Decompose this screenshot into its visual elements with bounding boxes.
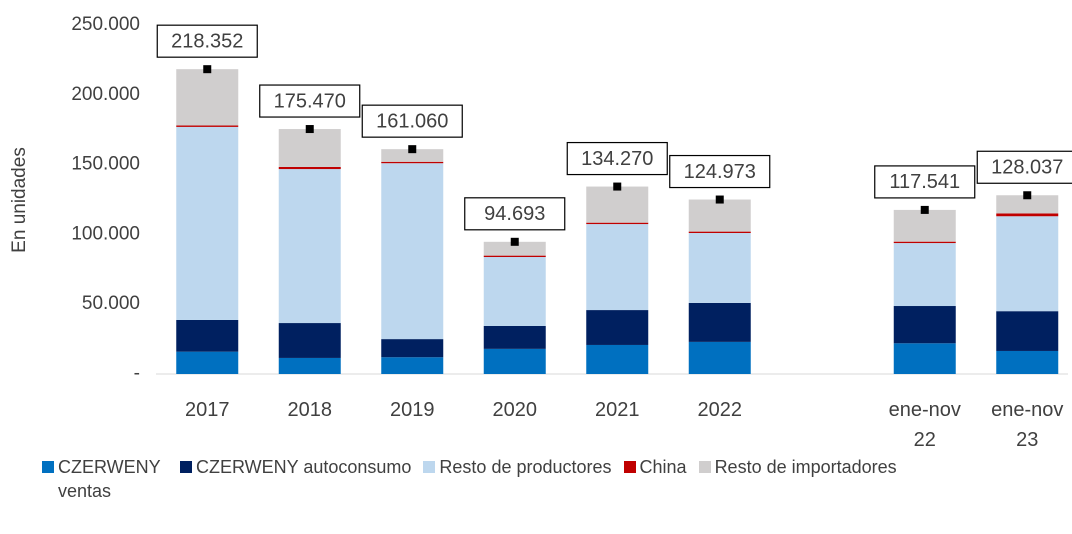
bar-segment <box>483 255 546 258</box>
legend-label: CZERWENY ventas <box>58 457 161 501</box>
legend-label: Resto de importadores <box>714 457 897 477</box>
bar-segment <box>381 339 444 358</box>
bar-segment <box>893 306 956 344</box>
total-marker <box>613 182 622 191</box>
y-tick-label: 200.000 <box>71 84 140 105</box>
bar-segment <box>381 149 444 162</box>
legend-label: Resto de productores <box>439 457 612 477</box>
bar-segment <box>688 199 751 232</box>
bar-segment <box>176 351 239 374</box>
bar-segment <box>586 222 649 225</box>
bar-segment <box>996 350 1059 374</box>
bar-segment <box>688 302 751 342</box>
total-label-box <box>669 154 771 189</box>
total-marker <box>715 195 724 204</box>
legend-swatch <box>698 461 711 473</box>
x-tick-label: 2022 <box>697 399 743 421</box>
bar-segment <box>688 341 751 374</box>
total-label-box <box>874 165 976 199</box>
bar-segment <box>278 169 341 324</box>
legend-swatch <box>623 461 636 473</box>
x-tick-label: 2020 <box>492 399 538 421</box>
bar-segment <box>586 310 649 345</box>
legend-swatch <box>423 461 436 473</box>
bar-segment <box>176 125 239 127</box>
legend: CZERWENY ventas CZERWENY autoconsumo Resto… <box>42 455 1062 503</box>
legend-item: Resto de productores <box>423 455 612 479</box>
bar-segment <box>176 126 239 320</box>
legend-item: China <box>623 455 687 479</box>
total-label: 161.060 <box>376 110 448 132</box>
bar-segment <box>176 69 239 126</box>
bar-segment <box>381 161 444 164</box>
total-label: 128.037 <box>991 157 1063 179</box>
y-tick-label: 250.000 <box>71 14 140 35</box>
x-tick-label: ene-nov 22 <box>888 399 961 451</box>
total-marker <box>1023 191 1032 200</box>
bar-segment <box>381 357 444 374</box>
bar-segment <box>381 163 444 340</box>
total-marker <box>203 65 212 74</box>
total-label-box <box>566 141 668 176</box>
bar-segment <box>278 357 341 374</box>
y-axis-title: En unidades <box>9 147 30 253</box>
legend-item: CZERWENY autoconsumo <box>180 455 411 479</box>
bar-segment <box>278 166 341 170</box>
y-tick-label: - <box>134 363 140 384</box>
legend-label: CZERWENY autoconsumo <box>196 457 412 477</box>
total-label-box <box>156 24 258 58</box>
x-tick-label: ene-nov 23 <box>991 399 1064 451</box>
total-label: 175.470 <box>274 90 346 112</box>
x-tick-label: 2019 <box>390 399 435 421</box>
total-marker <box>408 145 417 154</box>
bar-segment <box>586 224 649 311</box>
bar-segment <box>688 231 751 234</box>
bar-segment <box>586 344 649 374</box>
bar-segment <box>996 216 1059 312</box>
total-label: 117.541 <box>889 171 960 193</box>
total-label-box <box>976 150 1072 184</box>
bar-segment <box>278 129 341 167</box>
total-label-box <box>259 84 361 118</box>
bar-segment <box>278 323 341 358</box>
y-tick-label: 150.000 <box>71 154 140 175</box>
legend-item: CZERWENY ventas <box>42 455 168 503</box>
bar-segment <box>893 243 956 307</box>
bar-segment <box>893 343 956 374</box>
y-tick-label: 100.000 <box>71 223 140 244</box>
total-marker <box>510 237 519 246</box>
bar-segment <box>996 213 1059 217</box>
y-tick-label: 50.000 <box>82 293 140 314</box>
total-label-box <box>464 197 566 231</box>
legend-swatch <box>180 461 192 473</box>
total-marker <box>920 205 929 214</box>
legend-item: Resto de importadores <box>698 455 897 479</box>
bar-segment <box>176 319 239 352</box>
total-label: 94.693 <box>484 203 545 225</box>
bar-segment <box>483 325 546 349</box>
bar-segment <box>996 311 1059 351</box>
total-marker <box>305 125 314 134</box>
total-label-box <box>361 104 463 138</box>
bar-segment <box>483 241 546 256</box>
legend-label: China <box>639 457 687 477</box>
total-label: 218.352 <box>171 30 243 52</box>
bar-segment <box>996 195 1059 214</box>
x-tick-label: 2021 <box>595 399 640 421</box>
x-tick-label: 2017 <box>185 399 230 421</box>
bar-segment <box>586 186 649 223</box>
bar-segment <box>483 257 546 326</box>
total-label: 134.270 <box>581 148 653 170</box>
legend-swatch <box>42 461 54 473</box>
x-tick-label: 2018 <box>287 399 333 421</box>
bar-segment <box>893 209 956 242</box>
total-label: 124.973 <box>684 161 756 183</box>
bar-segment <box>893 241 956 244</box>
bar-segment <box>483 348 546 374</box>
bar-segment <box>688 233 751 303</box>
